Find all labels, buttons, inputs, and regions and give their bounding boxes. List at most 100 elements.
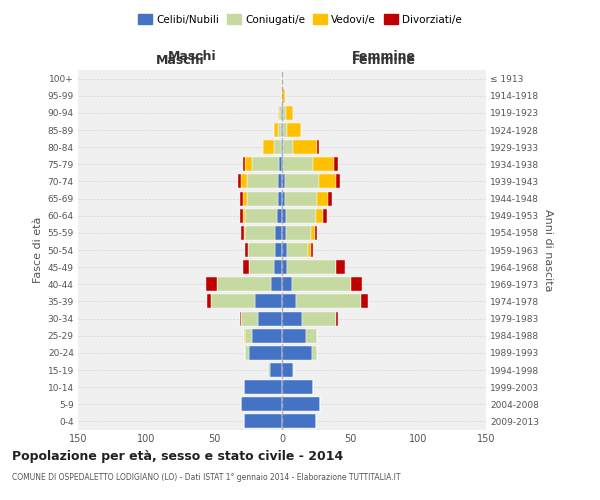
Bar [240, 312, 241, 326]
Bar [244, 226, 245, 240]
Bar [278, 106, 279, 120]
Bar [302, 312, 337, 326]
Bar [245, 208, 277, 222]
Bar [281, 123, 282, 137]
Bar [282, 208, 286, 222]
Bar [241, 226, 244, 240]
Bar [282, 328, 307, 342]
Bar [323, 208, 327, 222]
Bar [283, 140, 293, 154]
Bar [245, 226, 275, 240]
Bar [211, 294, 255, 308]
Bar [283, 106, 286, 120]
Bar [282, 72, 283, 86]
Bar [242, 260, 250, 274]
Bar [319, 174, 337, 188]
Bar [293, 140, 317, 154]
Legend: Celibi/Nubili, Coniugati/e, Vedovi/e, Divorziati/e: Celibi/Nubili, Coniugati/e, Vedovi/e, Di… [134, 10, 466, 29]
Y-axis label: Anni di nascita: Anni di nascita [544, 209, 553, 291]
Bar [282, 414, 316, 428]
Bar [282, 226, 286, 240]
Bar [245, 243, 248, 257]
Bar [282, 106, 283, 120]
Bar [240, 208, 242, 222]
Bar [287, 123, 301, 137]
Bar [206, 278, 217, 291]
Bar [275, 226, 282, 240]
Bar [241, 312, 257, 326]
Bar [278, 192, 282, 205]
Bar [317, 140, 319, 154]
Bar [282, 174, 285, 188]
Bar [311, 226, 314, 240]
Bar [328, 192, 332, 205]
Bar [257, 312, 282, 326]
Bar [250, 260, 274, 274]
Bar [285, 192, 317, 205]
Bar [361, 294, 368, 308]
Bar [244, 380, 282, 394]
Bar [282, 278, 292, 291]
Bar [337, 174, 340, 188]
Bar [245, 158, 252, 172]
Bar [242, 208, 245, 222]
Bar [271, 278, 282, 291]
Bar [277, 208, 282, 222]
Bar [281, 106, 282, 120]
Bar [282, 363, 293, 377]
Bar [247, 174, 278, 188]
Bar [282, 88, 285, 102]
Bar [283, 158, 313, 172]
Bar [282, 294, 296, 308]
Bar [287, 260, 337, 274]
Bar [352, 278, 362, 291]
Bar [238, 174, 241, 188]
Bar [282, 398, 320, 411]
Bar [307, 328, 317, 342]
Bar [286, 226, 311, 240]
Bar [268, 363, 270, 377]
Bar [292, 278, 352, 291]
Bar [250, 346, 282, 360]
Bar [274, 260, 282, 274]
Bar [286, 106, 293, 120]
Bar [282, 123, 283, 137]
Bar [312, 346, 317, 360]
Bar [316, 208, 323, 222]
Text: Femmine: Femmine [352, 50, 416, 62]
Bar [317, 192, 328, 205]
Bar [278, 123, 281, 137]
Bar [274, 140, 281, 154]
Bar [270, 363, 282, 377]
Bar [242, 158, 245, 172]
Text: Popolazione per età, sesso e stato civile - 2014: Popolazione per età, sesso e stato civil… [12, 450, 343, 463]
Bar [263, 140, 274, 154]
Text: Maschi: Maschi [155, 54, 205, 66]
Bar [282, 380, 313, 394]
Bar [244, 414, 282, 428]
Bar [282, 158, 283, 172]
Bar [286, 208, 316, 222]
Bar [207, 294, 211, 308]
Bar [313, 158, 334, 172]
Bar [282, 260, 287, 274]
Bar [244, 328, 245, 342]
Text: Femmine: Femmine [352, 54, 416, 66]
Bar [282, 346, 312, 360]
Bar [242, 192, 247, 205]
Text: COMUNE DI OSPEDALETTO LODIGIANO (LO) - Dati ISTAT 1° gennaio 2014 - Elaborazione: COMUNE DI OSPEDALETTO LODIGIANO (LO) - D… [12, 472, 401, 482]
Bar [275, 243, 282, 257]
Bar [248, 243, 275, 257]
Bar [282, 312, 302, 326]
Bar [282, 192, 285, 205]
Y-axis label: Fasce di età: Fasce di età [34, 217, 43, 283]
Bar [240, 192, 242, 205]
Bar [287, 243, 308, 257]
Bar [245, 328, 252, 342]
Text: Maschi: Maschi [167, 50, 217, 62]
Bar [285, 174, 319, 188]
Bar [255, 294, 282, 308]
Bar [282, 140, 283, 154]
Bar [252, 328, 282, 342]
Bar [241, 174, 247, 188]
